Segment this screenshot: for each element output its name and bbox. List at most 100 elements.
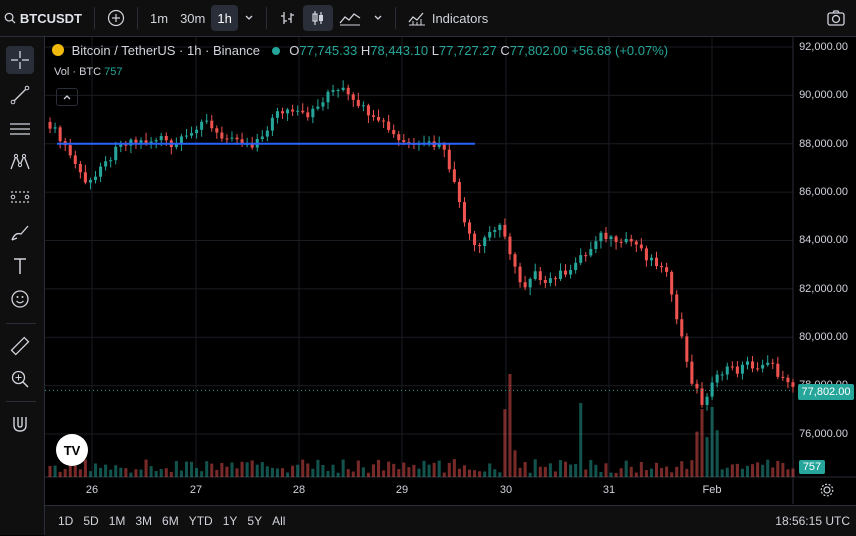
utc-clock[interactable]: 18:56:15 UTC xyxy=(775,514,850,528)
range-3m[interactable]: 3M xyxy=(135,514,153,528)
area-style-button[interactable] xyxy=(333,5,367,31)
symbol-title[interactable]: Bitcoin / TetherUS · 1h · Binance xyxy=(71,43,260,58)
volume-bar xyxy=(543,466,547,477)
pattern-tool[interactable] xyxy=(6,148,34,176)
zoom-tool[interactable] xyxy=(6,365,34,393)
settings-button[interactable] xyxy=(820,483,834,500)
chevron-up-icon xyxy=(63,95,71,100)
volume-bar xyxy=(745,465,750,477)
volume-bar xyxy=(280,468,285,477)
volume-bar xyxy=(255,464,259,477)
volume-bar xyxy=(614,472,618,477)
range-1m[interactable]: 1M xyxy=(108,514,126,528)
compare-button[interactable] xyxy=(101,5,131,31)
candle-body xyxy=(144,140,148,145)
interval-30m[interactable]: 30m xyxy=(180,10,206,26)
volume-bar xyxy=(93,463,98,477)
candle-body xyxy=(356,99,360,107)
candle-body xyxy=(397,134,401,141)
candle-body xyxy=(553,278,557,280)
candle-body xyxy=(629,238,633,242)
volume-bar xyxy=(73,465,77,477)
candle-body xyxy=(523,282,527,288)
candle-body xyxy=(584,255,588,257)
volume-bar xyxy=(336,472,340,477)
market-status-icon xyxy=(271,47,280,55)
candle-body xyxy=(745,361,750,365)
indicators-button[interactable]: Indicators xyxy=(402,5,494,31)
bar-style-button[interactable] xyxy=(273,5,303,31)
volume-bar xyxy=(215,469,219,477)
snapshot-button[interactable] xyxy=(820,5,852,31)
forecast-tool[interactable] xyxy=(6,183,34,211)
magnet-tool[interactable] xyxy=(6,410,34,438)
volume-bar xyxy=(564,461,568,477)
volume-bar xyxy=(296,464,300,477)
range-5d[interactable]: 5D xyxy=(83,514,99,528)
candle-body xyxy=(311,108,315,118)
range-all[interactable]: All xyxy=(272,514,286,528)
range-ytd[interactable]: YTD xyxy=(188,514,213,528)
candle-body xyxy=(543,280,547,283)
volume-bar xyxy=(553,471,557,477)
emoji-tool[interactable] xyxy=(6,285,34,313)
range-1y[interactable]: 1Y xyxy=(222,514,238,528)
candle-body xyxy=(174,144,178,148)
candle-body xyxy=(402,140,406,143)
volume-bar xyxy=(114,465,118,477)
volume-bar xyxy=(53,465,57,477)
candle-body xyxy=(68,145,72,156)
volume-bar xyxy=(407,467,411,477)
volume-bar xyxy=(119,467,123,477)
volume-bar xyxy=(751,464,755,477)
interval-1m[interactable]: 1m xyxy=(150,10,169,26)
candle-body xyxy=(291,109,295,112)
candle-body xyxy=(538,271,542,281)
volume-bar xyxy=(306,463,310,477)
volume-bar xyxy=(599,472,603,477)
volume-bar xyxy=(776,460,780,477)
candle-body xyxy=(619,241,623,243)
horizontal-lines-tool[interactable] xyxy=(6,115,34,143)
range-1d[interactable]: 1D xyxy=(58,514,74,528)
chart-type-dropdown[interactable] xyxy=(367,5,389,31)
volume-bar xyxy=(488,463,492,477)
candle-body xyxy=(654,257,659,267)
candles-style-button[interactable] xyxy=(302,5,333,31)
candle-body xyxy=(316,106,320,109)
candle-body xyxy=(230,137,234,139)
camera-icon xyxy=(827,10,845,26)
crosshair-tool[interactable] xyxy=(6,46,34,74)
symbol-search[interactable]: BTCUSDT xyxy=(0,0,88,36)
collapse-legend-button[interactable] xyxy=(56,88,78,106)
price-chart[interactable] xyxy=(45,37,856,504)
volume-bar xyxy=(417,468,421,477)
volume-bar xyxy=(781,462,785,477)
text-tool[interactable] xyxy=(6,252,34,280)
candle-body xyxy=(427,141,431,143)
volume-bar xyxy=(584,469,588,477)
measure-tool[interactable] xyxy=(6,332,34,360)
trend-line-tool[interactable] xyxy=(6,81,34,109)
candle-body xyxy=(665,267,669,272)
candle-body xyxy=(467,222,472,234)
low-label: L xyxy=(431,43,439,58)
candle-body xyxy=(528,278,532,288)
volume-bar xyxy=(452,459,456,477)
volume-bar xyxy=(518,467,522,477)
range-6m[interactable]: 6M xyxy=(162,514,179,528)
candle-body xyxy=(730,366,734,368)
volume-bar xyxy=(174,461,178,477)
candle-body xyxy=(513,254,517,267)
range-5y[interactable]: 5Y xyxy=(247,514,263,528)
brush-tool[interactable] xyxy=(6,219,34,247)
volume-bar xyxy=(392,463,396,477)
candle-body xyxy=(720,374,724,376)
candle-body xyxy=(179,136,183,145)
interval-dropdown[interactable] xyxy=(238,5,260,31)
candle-body xyxy=(361,105,365,107)
volume-bar xyxy=(735,463,739,477)
interval-1h[interactable]: 1h xyxy=(211,5,238,31)
candle-body xyxy=(604,232,608,240)
candle-body xyxy=(791,382,795,387)
